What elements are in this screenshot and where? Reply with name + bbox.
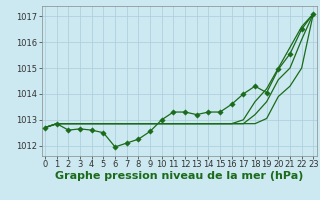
X-axis label: Graphe pression niveau de la mer (hPa): Graphe pression niveau de la mer (hPa) [55,171,303,181]
